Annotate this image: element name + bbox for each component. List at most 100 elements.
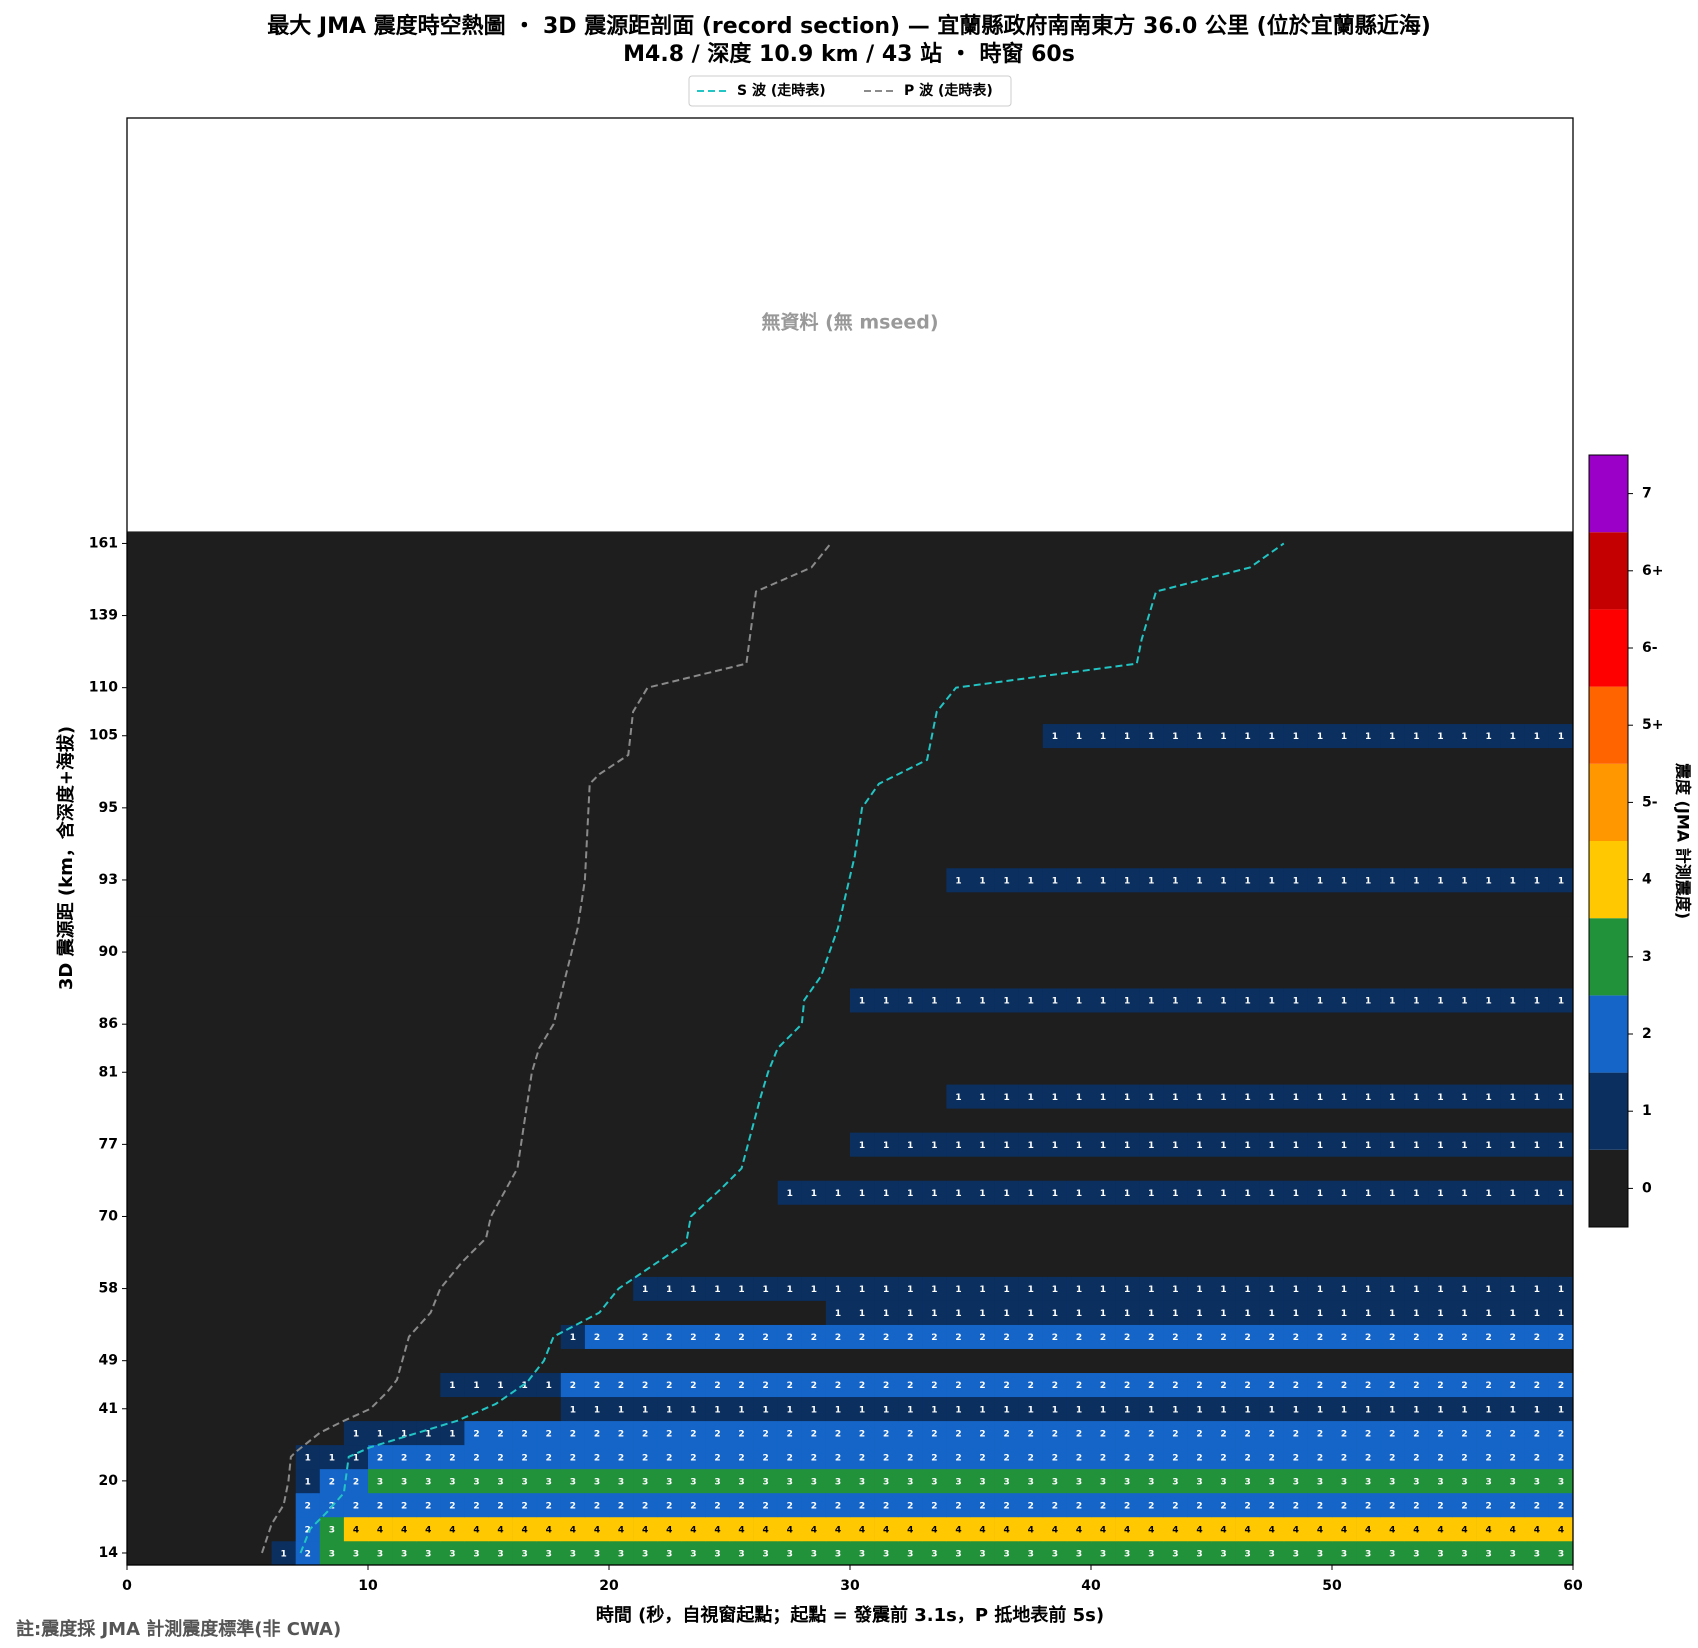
heat-cell [1091, 1132, 1116, 1157]
heat-cell [488, 1132, 513, 1157]
heat-cell [1476, 1084, 1501, 1109]
heat-cell [1066, 1252, 1092, 1277]
cell-label: 4 [425, 1525, 431, 1535]
heat-cell [705, 771, 730, 797]
cell-label: 2 [787, 1429, 793, 1439]
heat-cell [560, 1300, 586, 1325]
heat-cell [223, 603, 248, 628]
heat-cell [1211, 627, 1236, 652]
heat-cell [1404, 1084, 1429, 1109]
heat-cell [994, 1540, 1019, 1566]
heat-cell [1524, 1516, 1550, 1542]
heat-cell [368, 675, 393, 700]
heat-cell [247, 1300, 272, 1325]
heat-cell [1163, 964, 1188, 989]
heat-cell [343, 795, 369, 821]
heat-cell [657, 964, 682, 989]
heat-cell [1235, 1324, 1260, 1349]
colorbar-tick-label: 5+ [1642, 717, 1663, 733]
heat-cell [343, 891, 369, 917]
heat-cell [729, 819, 754, 845]
heat-cell [825, 1132, 851, 1157]
cell-label: 2 [1534, 1429, 1540, 1439]
heat-cell [946, 891, 971, 917]
cell-label: 3 [594, 1477, 600, 1487]
cell-label: 2 [1293, 1381, 1299, 1391]
heat-cell [1163, 988, 1188, 1013]
heat-cell [1211, 964, 1236, 989]
heat-cell [1163, 1396, 1188, 1422]
heat-cell [175, 1060, 200, 1085]
cell-label: 1 [1245, 1285, 1251, 1295]
heat-cell [151, 1492, 176, 1518]
heat-cell [946, 1420, 971, 1446]
heat-cell [1091, 1228, 1116, 1253]
heat-cell [199, 723, 224, 749]
cell-label: 3 [329, 1549, 335, 1559]
heat-cell [777, 1276, 803, 1301]
cell-label: 2 [1510, 1501, 1516, 1511]
heat-cell [1163, 651, 1188, 676]
heat-cell [271, 675, 296, 700]
cell-label: 1 [1293, 732, 1299, 742]
heat-cell [1452, 1084, 1477, 1109]
heat-cell [1524, 1372, 1550, 1398]
cell-label: 1 [1510, 997, 1516, 1007]
travel-time-line [299, 542, 1285, 1554]
cell-label: 2 [1341, 1381, 1347, 1391]
heat-cell [127, 916, 152, 941]
heat-cell [705, 747, 730, 773]
heat-cell [681, 795, 706, 821]
heat-cell [368, 1396, 393, 1422]
heat-cell [1187, 867, 1212, 893]
heat-cell [560, 1348, 586, 1374]
heat-cell [729, 867, 754, 893]
heat-cell [898, 916, 923, 941]
cell-label: 2 [329, 1477, 335, 1487]
cell-label: 2 [955, 1429, 961, 1439]
cell-label: 2 [690, 1453, 696, 1463]
heat-cell [850, 651, 875, 676]
heat-cell [1380, 1180, 1405, 1205]
cell-label: 1 [979, 1309, 985, 1319]
heat-cell [1163, 1132, 1188, 1157]
heat-cell [1115, 651, 1140, 676]
cell-label: 3 [907, 1477, 913, 1487]
heat-cell [801, 1084, 827, 1109]
heat-cell [1139, 1492, 1164, 1518]
cell-label: 2 [1341, 1333, 1347, 1343]
cell-label: 4 [738, 1525, 744, 1535]
heat-cell [1115, 603, 1140, 628]
heat-cell [1380, 843, 1405, 869]
heat-cell [1404, 771, 1429, 797]
heat-cell [1404, 1300, 1429, 1325]
heat-cell [922, 1444, 947, 1470]
heat-cell [850, 940, 875, 965]
heat-cell [1187, 795, 1212, 821]
cell-label: 1 [1486, 997, 1492, 1007]
heat-cell [1307, 1468, 1333, 1494]
heat-cell [1452, 1468, 1477, 1494]
heat-cell [343, 867, 369, 893]
heat-cell [1259, 675, 1285, 700]
heat-cell [1548, 843, 1574, 869]
heat-cell [127, 1372, 152, 1398]
heat-cell [1332, 1084, 1357, 1109]
colorbar-tick-label: 7 [1642, 486, 1652, 502]
heat-cell [343, 651, 369, 676]
heat-cell [729, 747, 754, 773]
heat-cell [777, 1228, 803, 1253]
heat-cell [850, 1492, 875, 1518]
cell-label: 2 [1124, 1333, 1130, 1343]
cell-label: 1 [642, 1285, 648, 1295]
heat-cell [729, 1180, 754, 1205]
heat-cell [1307, 747, 1333, 773]
heat-cell [512, 1420, 537, 1446]
heat-cell [753, 964, 778, 989]
heat-cell [343, 699, 369, 725]
cell-label: 3 [955, 1549, 961, 1559]
heat-cell [368, 651, 393, 676]
heat-cell [560, 988, 586, 1013]
cell-label: 2 [1196, 1429, 1202, 1439]
heat-cell [898, 1444, 923, 1470]
